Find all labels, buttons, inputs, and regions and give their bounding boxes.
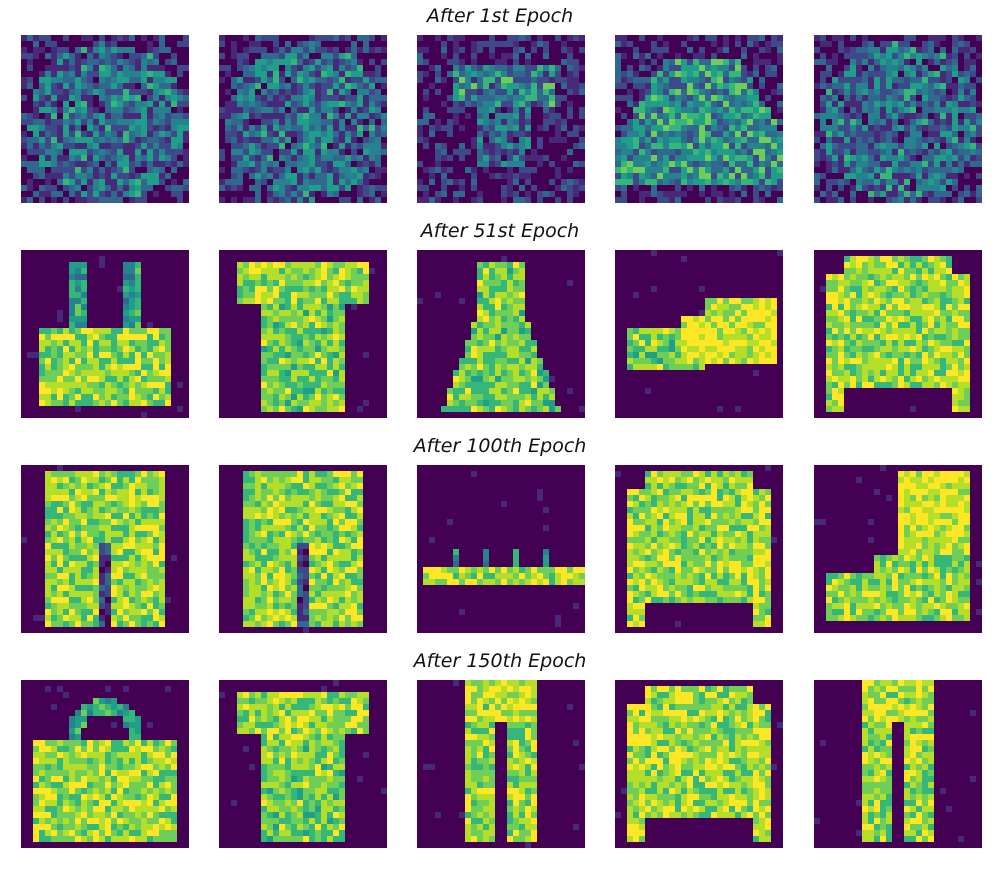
pixel-grid bbox=[27, 256, 183, 418]
section-title: After 51st Epoch bbox=[420, 220, 580, 242]
generated-image-noisy-blob bbox=[219, 35, 387, 203]
pixel-grid bbox=[423, 680, 585, 848]
generated-image-tshirt bbox=[219, 250, 387, 418]
pixel-grid bbox=[237, 262, 375, 412]
generated-image-handbag bbox=[21, 250, 189, 418]
epoch-section: After 150th Epoch bbox=[0, 645, 1000, 860]
pixel-grid bbox=[615, 35, 783, 203]
pixel-grid bbox=[219, 680, 387, 842]
generated-image-coat bbox=[21, 465, 189, 633]
generated-image-noisy-blob bbox=[814, 35, 982, 203]
generated-image-sneaker bbox=[615, 250, 783, 418]
generated-image-dress bbox=[417, 250, 585, 418]
pixel-grid bbox=[615, 686, 783, 842]
pixel-grid bbox=[219, 35, 387, 203]
pixel-grid bbox=[820, 256, 970, 412]
pixel-grid bbox=[33, 686, 177, 842]
pixel-grid bbox=[814, 35, 982, 203]
pixel-grid bbox=[627, 250, 783, 412]
generated-image-pullover bbox=[615, 465, 783, 633]
generated-image-noisy-blob bbox=[21, 35, 189, 203]
pixel-grid bbox=[21, 35, 189, 203]
generated-image-sandal bbox=[417, 465, 585, 633]
pixel-grid bbox=[21, 465, 177, 627]
epoch-section: After 100th Epoch bbox=[0, 430, 1000, 645]
generated-image-tshirt bbox=[219, 680, 387, 848]
generated-image-pullover bbox=[814, 250, 982, 418]
pixel-grid bbox=[423, 471, 585, 627]
generated-image-trouser bbox=[417, 680, 585, 848]
generated-image-trouser bbox=[814, 680, 982, 848]
generated-image-ankle-boot bbox=[814, 465, 982, 633]
pixel-grid bbox=[615, 465, 777, 627]
section-title: After 1st Epoch bbox=[426, 5, 574, 27]
pixel-grid bbox=[417, 35, 585, 203]
pixel-grid bbox=[814, 465, 982, 621]
generated-image-bag bbox=[21, 680, 189, 848]
pixel-grid bbox=[417, 256, 585, 412]
pixel-grid bbox=[243, 471, 363, 633]
section-title: After 100th Epoch bbox=[413, 435, 587, 457]
generated-image-noisy-bag bbox=[615, 35, 783, 203]
epoch-section: After 1st Epoch bbox=[0, 0, 1000, 215]
generated-image-coat bbox=[219, 465, 387, 633]
section-title: After 150th Epoch bbox=[413, 650, 587, 672]
generated-image-noisy-shirt bbox=[417, 35, 585, 203]
pixel-grid bbox=[814, 680, 976, 842]
epoch-section: After 51st Epoch bbox=[0, 215, 1000, 430]
generated-image-pullover bbox=[615, 680, 783, 848]
